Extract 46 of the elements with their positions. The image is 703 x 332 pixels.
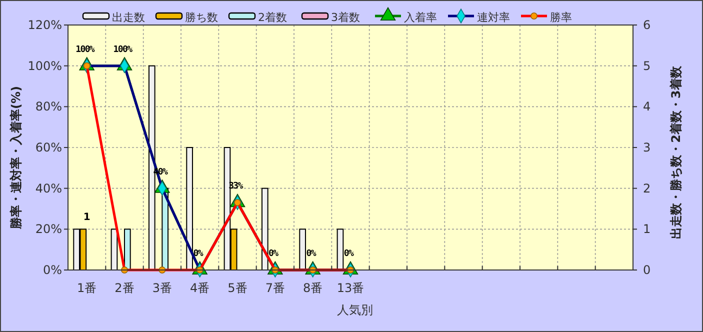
bar [186,147,193,270]
y2-tick-label: 3 [643,140,651,154]
y-tick-label: 20% [35,222,62,236]
x-axis-title: 人気別 [337,303,373,317]
y-tick-label: 80% [35,100,62,114]
x-tick-label: 7番 [265,281,285,295]
legend-label: 3着数 [331,11,360,24]
data-label: 1 [83,212,90,224]
y-tick-label: 60% [35,140,62,154]
data-label: 0% [268,249,280,259]
y2-axis-title: 出走数・勝ち数・2着数・3着数 [669,65,683,239]
legend-label: 勝率 [550,11,572,24]
y2-tick-label: 2 [643,181,651,196]
y2-tick-label: 0 [643,263,651,277]
x-tick-label: 8番 [303,281,323,295]
legend-label: 勝ち数 [185,11,218,24]
bar [124,228,131,270]
y-tick-label: 120% [28,18,62,32]
legend-label: 入着率 [404,11,437,24]
data-label: 100% [76,44,96,55]
y-tick-label: 0% [42,263,62,277]
x-tick-label: 1番 [77,281,97,295]
x-tick-label: 4番 [190,281,210,295]
bar [261,188,268,270]
y2-tick-label: 4 [643,100,651,114]
data-label: 100% [113,44,134,55]
x-tick-label: 5番 [228,281,248,295]
bar [110,228,118,270]
y-tick-label: 40% [35,181,62,196]
data-label: 0% [306,249,317,259]
bar [299,228,306,270]
data-label: 0% [344,249,354,259]
bar [148,65,156,270]
x-tick-label: 2番 [114,281,134,295]
y-axis-title: 勝率・連対率・入着率(%) [9,86,23,230]
legend-label: 連対率 [477,11,510,24]
y2-tick-label: 6 [643,18,651,32]
data-label: 0% [193,249,204,259]
bar [336,228,344,270]
x-tick-label: 3番 [152,281,172,295]
legend-label: 出走数 [112,11,145,24]
y-tick-label: 100% [28,58,62,73]
y2-tick-label: 5 [643,58,651,73]
x-tick-label: 13番 [336,281,364,295]
legend-label: 2着数 [258,11,287,24]
y2-tick-label: 1 [643,222,651,236]
